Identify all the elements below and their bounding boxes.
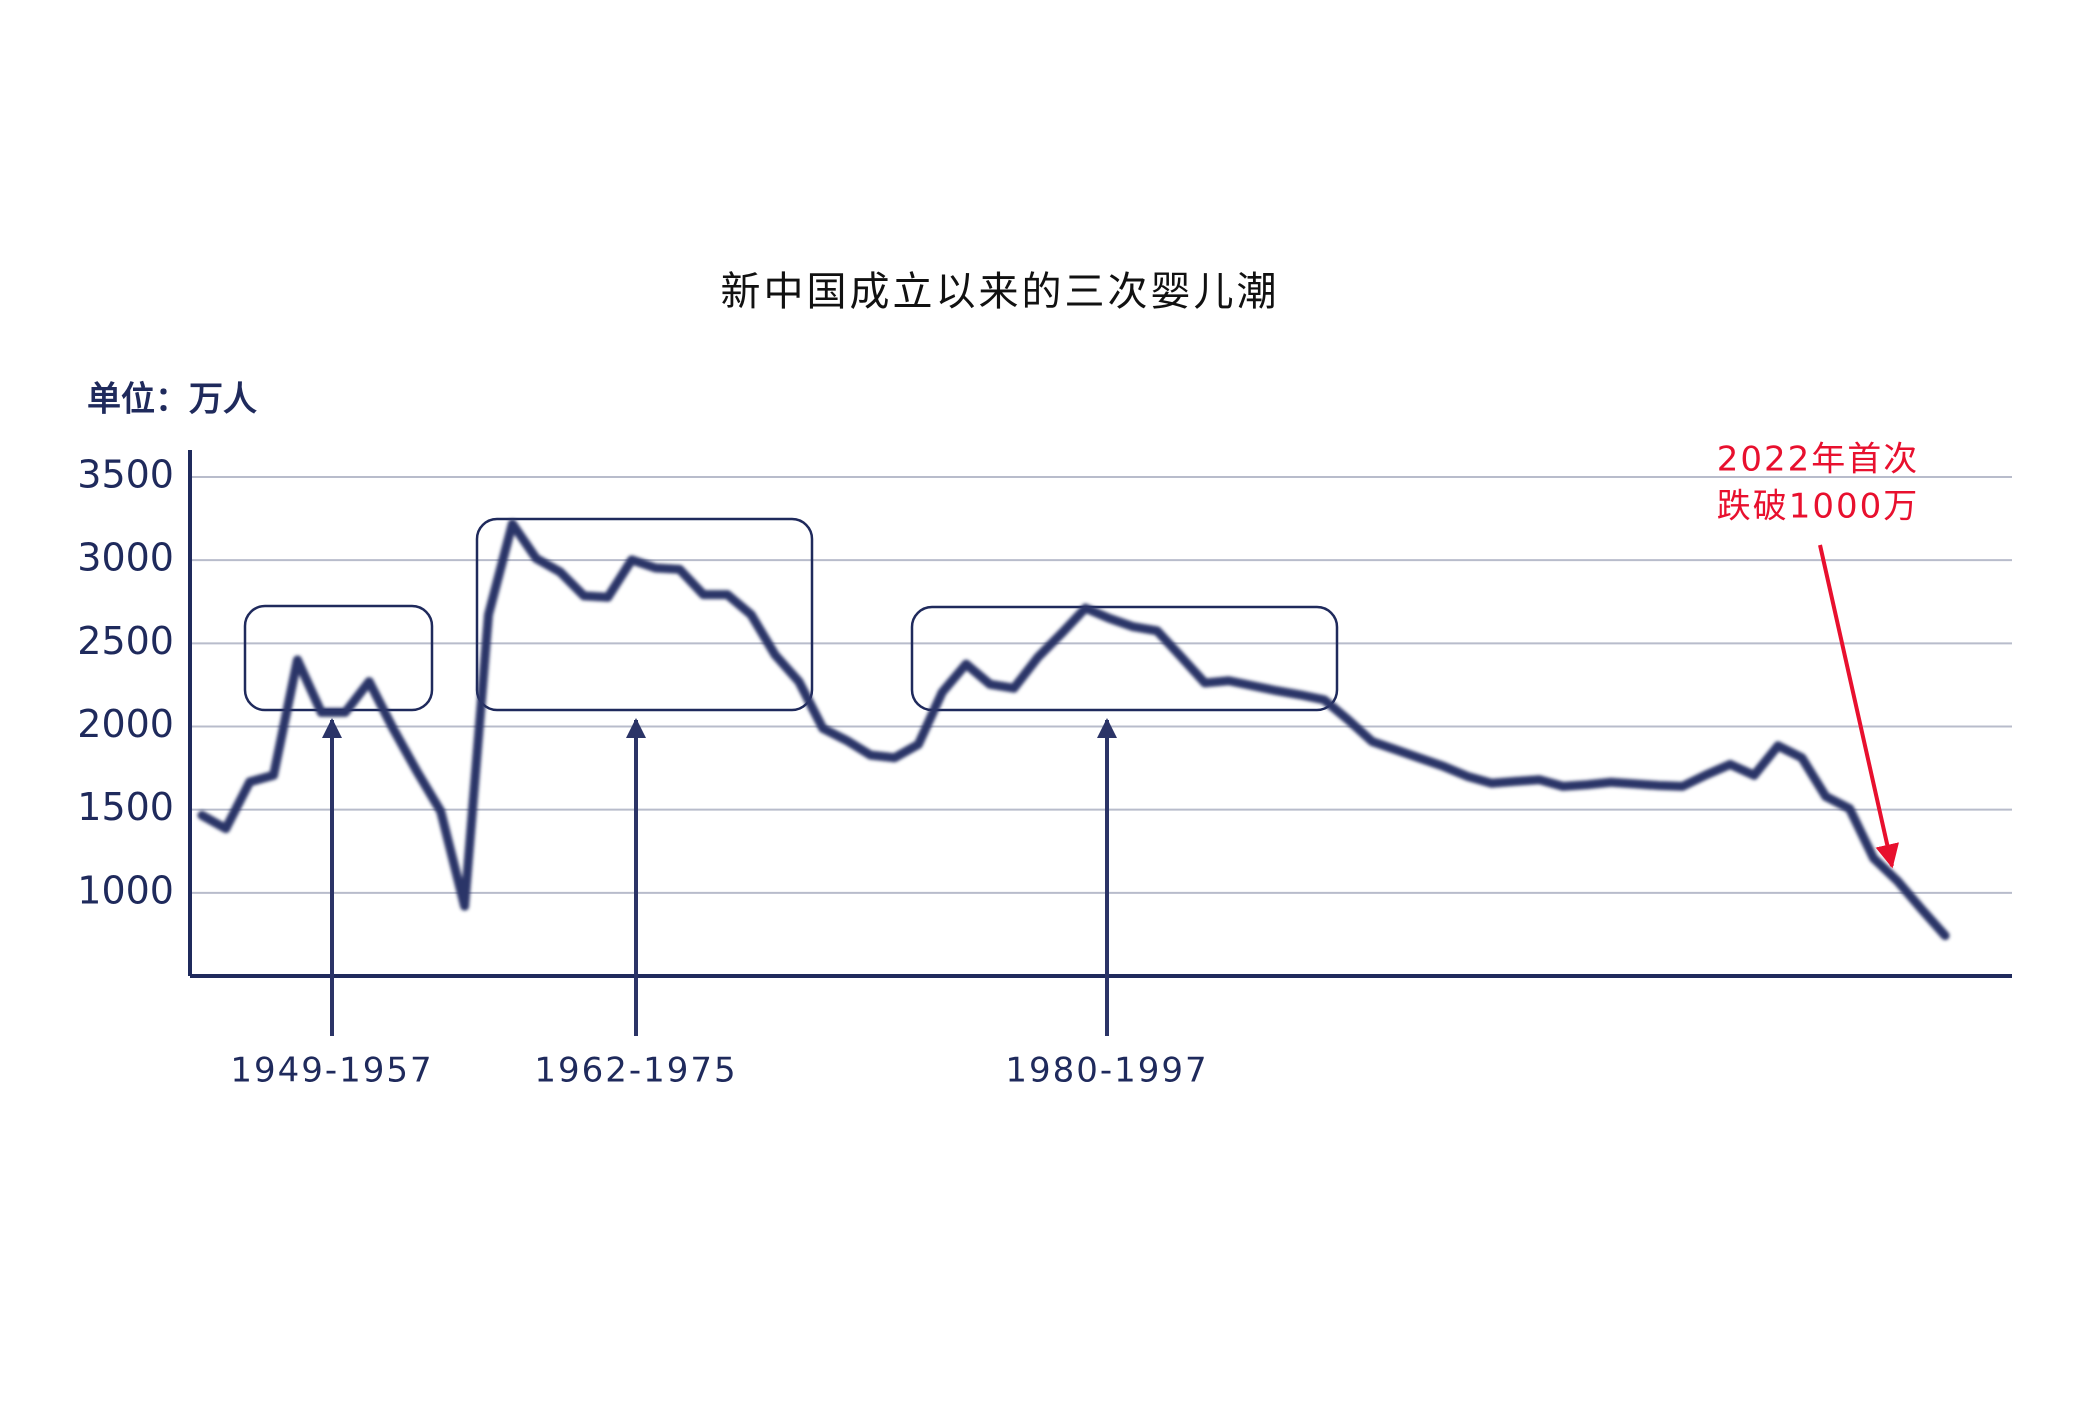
period-box — [475, 517, 814, 712]
y-tick-label: 3500 — [77, 453, 174, 497]
y-tick-label: 3000 — [77, 536, 174, 580]
annotation-arrow — [1818, 544, 1899, 869]
period-box — [243, 604, 434, 712]
y-tick-label: 1000 — [77, 868, 174, 912]
y-tick-label: 1500 — [77, 785, 174, 829]
unit-label: 单位：万人 — [87, 380, 257, 420]
period-box — [910, 605, 1339, 712]
chart-title: 新中国成立以来的三次婴儿潮 — [721, 269, 1280, 315]
period-label: 1962-1975 — [534, 1051, 737, 1091]
annotation: 跌破1000万 — [1717, 487, 1920, 527]
period-label: 1980-1997 — [1005, 1051, 1208, 1091]
period-label: 1949-1957 — [230, 1051, 433, 1091]
data-line — [197, 519, 1950, 941]
annotation: 2022年首次 — [1717, 440, 1920, 480]
y-tick-label: 2500 — [77, 619, 174, 663]
y-tick-label: 2000 — [77, 702, 174, 746]
